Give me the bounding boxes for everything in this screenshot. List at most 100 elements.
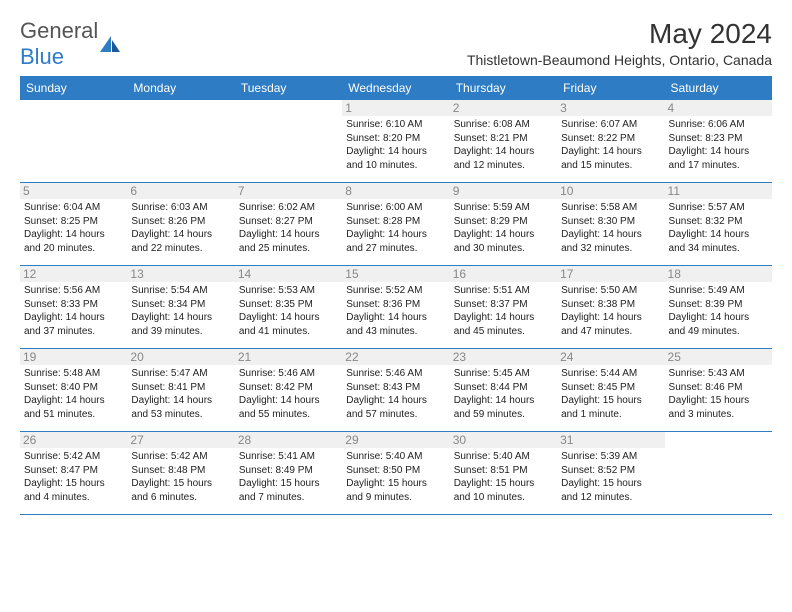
day-number: 13: [127, 266, 234, 282]
month-title: May 2024: [467, 18, 772, 50]
day-number: 18: [665, 266, 772, 282]
day-info: Sunrise: 5:45 AMSunset: 8:44 PMDaylight:…: [454, 367, 553, 421]
day-info: Sunrise: 5:39 AMSunset: 8:52 PMDaylight:…: [561, 450, 660, 504]
day-number: 14: [235, 266, 342, 282]
day-number: 25: [665, 349, 772, 365]
day-info: Sunrise: 5:51 AMSunset: 8:37 PMDaylight:…: [454, 284, 553, 338]
day-number: 24: [557, 349, 664, 365]
day-header-row: SundayMondayTuesdayWednesdayThursdayFrid…: [20, 76, 772, 100]
day-number: 26: [20, 432, 127, 448]
day-cell: 28 Sunrise: 5:41 AMSunset: 8:49 PMDayligh…: [235, 432, 342, 514]
day-cell: 22Sunrise: 5:46 AMSunset: 8:43 PMDayligh…: [342, 349, 449, 431]
day-number: 2: [450, 100, 557, 116]
day-info: Sunrise: 5:54 AMSunset: 8:34 PMDaylight:…: [131, 284, 230, 338]
day-cell: 31 Sunrise: 5:39 AMSunset: 8:52 PMDayligh…: [557, 432, 664, 514]
day-cell: 23 Sunrise: 5:45 AMSunset: 8:44 PMDayligh…: [450, 349, 557, 431]
day-number: 21: [235, 349, 342, 365]
day-info: Sunrise: 5:59 AMSunset: 8:29 PMDaylight:…: [454, 201, 553, 255]
day-cell: 6 Sunrise: 6:03 AMSunset: 8:26 PMDaylight…: [127, 183, 234, 265]
day-info: Sunrise: 5:43 AMSunset: 8:46 PMDaylight:…: [669, 367, 768, 421]
day-info: Sunrise: 5:44 AMSunset: 8:45 PMDaylight:…: [561, 367, 660, 421]
day-cell: 20Sunrise: 5:47 AMSunset: 8:41 PMDayligh…: [127, 349, 234, 431]
day-number: 10: [557, 183, 664, 199]
day-number: 28: [235, 432, 342, 448]
week-row: 12 Sunrise: 5:56 AMSunset: 8:33 PMDayligh…: [20, 266, 772, 349]
day-header: Monday: [127, 76, 234, 100]
day-number: 19: [20, 349, 127, 365]
day-number: 1: [342, 100, 449, 116]
sail-icon: [100, 36, 122, 52]
calendar: SundayMondayTuesdayWednesdayThursdayFrid…: [20, 76, 772, 515]
day-cell: 19Sunrise: 5:48 AMSunset: 8:40 PMDayligh…: [20, 349, 127, 431]
day-info: Sunrise: 5:42 AMSunset: 8:47 PMDaylight:…: [24, 450, 123, 504]
logo-text: General Blue: [20, 18, 98, 70]
day-number: 4: [665, 100, 772, 116]
day-info: Sunrise: 5:58 AMSunset: 8:30 PMDaylight:…: [561, 201, 660, 255]
day-cell: 4 Sunrise: 6:06 AMSunset: 8:23 PMDaylight…: [665, 100, 772, 182]
day-info: Sunrise: 6:02 AMSunset: 8:27 PMDaylight:…: [239, 201, 338, 255]
day-info: Sunrise: 5:40 AMSunset: 8:50 PMDaylight:…: [346, 450, 445, 504]
day-cell: [127, 100, 234, 182]
day-number: 3: [557, 100, 664, 116]
day-cell: [235, 100, 342, 182]
day-number: 8: [342, 183, 449, 199]
day-header: Friday: [557, 76, 664, 100]
day-cell: 27 Sunrise: 5:42 AMSunset: 8:48 PMDayligh…: [127, 432, 234, 514]
day-cell: 13 Sunrise: 5:54 AMSunset: 8:34 PMDayligh…: [127, 266, 234, 348]
location: Thistletown-Beaumond Heights, Ontario, C…: [467, 52, 772, 68]
logo-text-a: General: [20, 18, 98, 43]
day-header: Sunday: [20, 76, 127, 100]
day-number: 27: [127, 432, 234, 448]
day-cell: [665, 432, 772, 514]
day-number: 23: [450, 349, 557, 365]
day-cell: [20, 100, 127, 182]
day-cell: 26 Sunrise: 5:42 AMSunset: 8:47 PMDayligh…: [20, 432, 127, 514]
day-cell: 15 Sunrise: 5:52 AMSunset: 8:36 PMDayligh…: [342, 266, 449, 348]
day-info: Sunrise: 5:42 AMSunset: 8:48 PMDaylight:…: [131, 450, 230, 504]
day-number: 17: [557, 266, 664, 282]
day-info: Sunrise: 6:06 AMSunset: 8:23 PMDaylight:…: [669, 118, 768, 172]
day-number: 12: [20, 266, 127, 282]
day-cell: 7Sunrise: 6:02 AMSunset: 8:27 PMDaylight…: [235, 183, 342, 265]
day-info: Sunrise: 6:03 AMSunset: 8:26 PMDaylight:…: [131, 201, 230, 255]
day-info: Sunrise: 5:41 AMSunset: 8:49 PMDaylight:…: [239, 450, 338, 504]
day-number: 6: [127, 183, 234, 199]
title-block: May 2024 Thistletown-Beaumond Heights, O…: [467, 18, 772, 68]
day-cell: 12 Sunrise: 5:56 AMSunset: 8:33 PMDayligh…: [20, 266, 127, 348]
day-info: Sunrise: 6:07 AMSunset: 8:22 PMDaylight:…: [561, 118, 660, 172]
logo-text-b: Blue: [20, 44, 64, 69]
day-cell: 10 Sunrise: 5:58 AMSunset: 8:30 PMDayligh…: [557, 183, 664, 265]
day-cell: 1 Sunrise: 6:10 AMSunset: 8:20 PMDaylight…: [342, 100, 449, 182]
day-number: 20: [127, 349, 234, 365]
day-cell: 18 Sunrise: 5:49 AMSunset: 8:39 PMDayligh…: [665, 266, 772, 348]
day-cell: 30Sunrise: 5:40 AMSunset: 8:51 PMDayligh…: [450, 432, 557, 514]
day-header: Thursday: [450, 76, 557, 100]
day-cell: 14Sunrise: 5:53 AMSunset: 8:35 PMDayligh…: [235, 266, 342, 348]
day-info: Sunrise: 5:49 AMSunset: 8:39 PMDaylight:…: [669, 284, 768, 338]
day-info: Sunrise: 5:57 AMSunset: 8:32 PMDaylight:…: [669, 201, 768, 255]
day-number: 15: [342, 266, 449, 282]
day-info: Sunrise: 6:10 AMSunset: 8:20 PMDaylight:…: [346, 118, 445, 172]
logo: General Blue: [20, 18, 122, 70]
day-info: Sunrise: 5:52 AMSunset: 8:36 PMDaylight:…: [346, 284, 445, 338]
day-info: Sunrise: 5:46 AMSunset: 8:43 PMDaylight:…: [346, 367, 445, 421]
week-row: 1 Sunrise: 6:10 AMSunset: 8:20 PMDaylight…: [20, 100, 772, 183]
day-number: 31: [557, 432, 664, 448]
day-cell: 24 Sunrise: 5:44 AMSunset: 8:45 PMDayligh…: [557, 349, 664, 431]
day-number: 29: [342, 432, 449, 448]
day-header: Saturday: [665, 76, 772, 100]
day-info: Sunrise: 5:56 AMSunset: 8:33 PMDaylight:…: [24, 284, 123, 338]
day-number: 16: [450, 266, 557, 282]
day-cell: 11Sunrise: 5:57 AMSunset: 8:32 PMDayligh…: [665, 183, 772, 265]
week-row: 5Sunrise: 6:04 AMSunset: 8:25 PMDaylight…: [20, 183, 772, 266]
week-row: 19Sunrise: 5:48 AMSunset: 8:40 PMDayligh…: [20, 349, 772, 432]
week-row: 26 Sunrise: 5:42 AMSunset: 8:47 PMDayligh…: [20, 432, 772, 515]
day-cell: 17Sunrise: 5:50 AMSunset: 8:38 PMDayligh…: [557, 266, 664, 348]
day-cell: 29 Sunrise: 5:40 AMSunset: 8:50 PMDayligh…: [342, 432, 449, 514]
day-cell: 25 Sunrise: 5:43 AMSunset: 8:46 PMDayligh…: [665, 349, 772, 431]
day-cell: 16 Sunrise: 5:51 AMSunset: 8:37 PMDayligh…: [450, 266, 557, 348]
day-info: Sunrise: 6:00 AMSunset: 8:28 PMDaylight:…: [346, 201, 445, 255]
header: General Blue May 2024 Thistletown-Beaumo…: [20, 18, 772, 70]
day-number: 5: [20, 183, 127, 199]
day-cell: 3 Sunrise: 6:07 AMSunset: 8:22 PMDaylight…: [557, 100, 664, 182]
